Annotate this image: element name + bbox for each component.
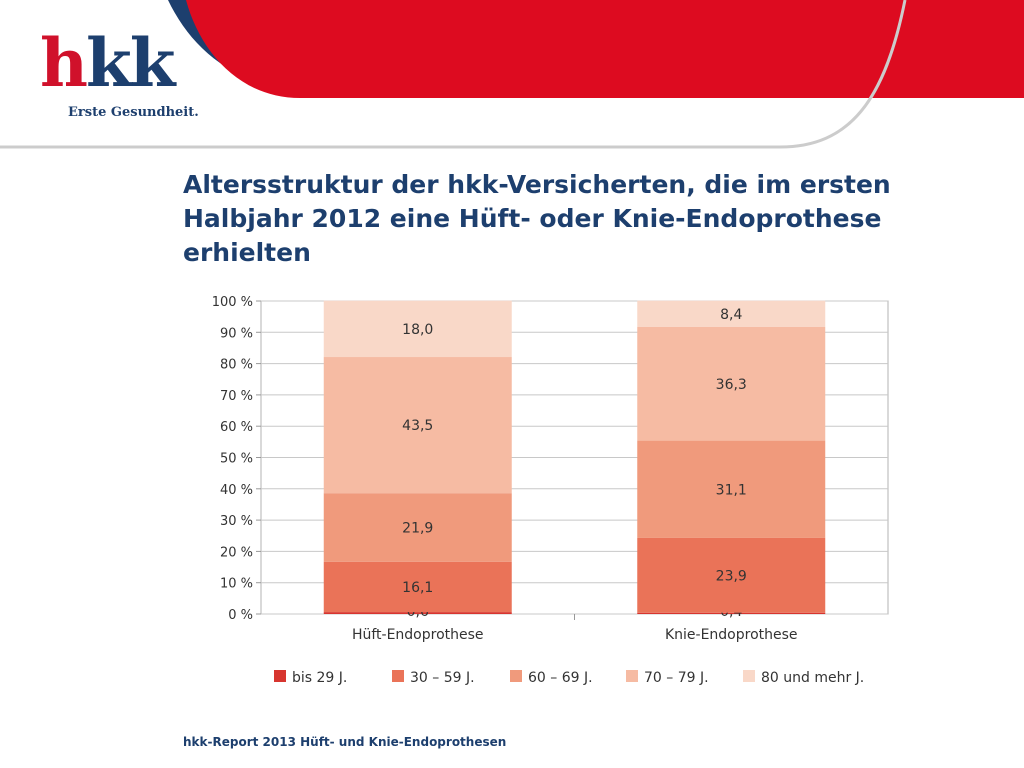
- bar-segment: [323, 357, 512, 494]
- y-tick-label: 50 %: [220, 452, 253, 467]
- data-label: 18,0: [402, 322, 433, 338]
- bar-segment: [637, 326, 826, 441]
- legend-label: 80 und mehr J.: [761, 670, 864, 686]
- data-label: 21,9: [402, 520, 433, 536]
- y-tick-label: 70 %: [220, 389, 253, 404]
- logo: hkk Erste Gesundheit.: [40, 30, 199, 119]
- legend-swatch: [274, 670, 286, 682]
- category-label: Hüft-Endoprothese: [352, 627, 484, 643]
- bar-segment: [637, 612, 826, 614]
- y-tick-label: 60 %: [220, 420, 253, 435]
- bar-segment: [637, 300, 826, 327]
- y-tick-label: 0 %: [228, 608, 253, 623]
- legend-swatch: [626, 670, 638, 682]
- bar-segment: [323, 493, 512, 562]
- slide-title: Altersstruktur der hkk-Versicherten, die…: [183, 170, 891, 267]
- data-label: 31,1: [716, 482, 747, 498]
- legend-swatch: [510, 670, 522, 682]
- data-label: 43,5: [402, 418, 433, 434]
- data-label: 8,4: [720, 307, 742, 323]
- data-label: 16,1: [402, 580, 433, 596]
- category-label: Knie-Endoprothese: [665, 627, 798, 643]
- y-tick-label: 100 %: [212, 295, 253, 310]
- bar-segment: [323, 612, 512, 614]
- bar-segment: [323, 561, 512, 613]
- footer-source: hkk-Report 2013 Hüft- und Knie-Endoproth…: [183, 735, 507, 749]
- legend-label: bis 29 J.: [292, 670, 347, 686]
- y-tick-label: 10 %: [220, 577, 253, 592]
- y-tick-label: 90 %: [220, 326, 253, 341]
- header-grey-curve: [0, 0, 907, 149]
- logo-mark: hkk: [40, 24, 175, 102]
- data-label: 23,9: [716, 568, 747, 584]
- legend-label: 30 – 59 J.: [410, 670, 475, 686]
- legend-swatch: [392, 670, 404, 682]
- legend-label: 60 – 69 J.: [528, 670, 593, 686]
- y-tick-label: 20 %: [220, 545, 253, 560]
- y-tick-label: 80 %: [220, 358, 253, 373]
- stacked-bar-chart: 0 % 10 % 20 % 30 % 40 % 50 % 60 % 70 % 80 % 90 % 1…: [212, 295, 889, 686]
- bar-segment: [637, 537, 826, 613]
- bar-segment: [637, 440, 826, 538]
- y-tick-label: 30 %: [220, 514, 253, 529]
- data-label: 36,3: [716, 377, 747, 393]
- header-decoration: [0, 0, 1024, 149]
- legend-label: 70 – 79 J.: [644, 670, 709, 686]
- header-red-band: [186, 0, 1024, 98]
- logo-tagline: Erste Gesundheit.: [68, 105, 199, 120]
- y-tick-label: 40 %: [220, 483, 253, 498]
- bar-segment: [323, 300, 512, 358]
- legend-swatch: [743, 670, 755, 682]
